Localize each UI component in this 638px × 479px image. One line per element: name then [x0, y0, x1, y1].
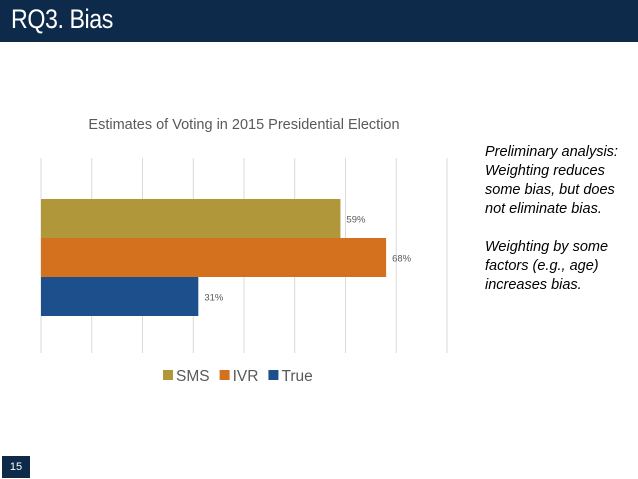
chart-title: Estimates of Voting in 2015 Presidential… [88, 117, 400, 133]
note-paragraph-2: Weighting by some factors (e.g., age) in… [485, 239, 609, 293]
page-number: 15 [2, 456, 30, 478]
data-label-true: 31% [204, 293, 224, 304]
title-bar [0, 0, 638, 42]
data-label-ivr: 68% [392, 254, 412, 265]
data-label-sms: 59% [346, 215, 366, 226]
analysis-note: Preliminary analysis: Weighting reduces … [485, 143, 625, 295]
bar-true [41, 277, 199, 316]
bar-sms [41, 199, 341, 238]
legend-label-ivr: IVR [233, 368, 259, 385]
slide-title: RQ3. Bias [11, 4, 113, 34]
bar-ivr [41, 238, 387, 277]
legend-label-true: True [281, 368, 312, 385]
legend-swatch-ivr [219, 370, 230, 380]
legend-label-sms: SMS [176, 368, 210, 385]
note-paragraph-1: Preliminary analysis: Weighting reduces … [485, 144, 618, 217]
legend-swatch-true [268, 370, 279, 380]
legend-swatch-sms [163, 370, 173, 380]
